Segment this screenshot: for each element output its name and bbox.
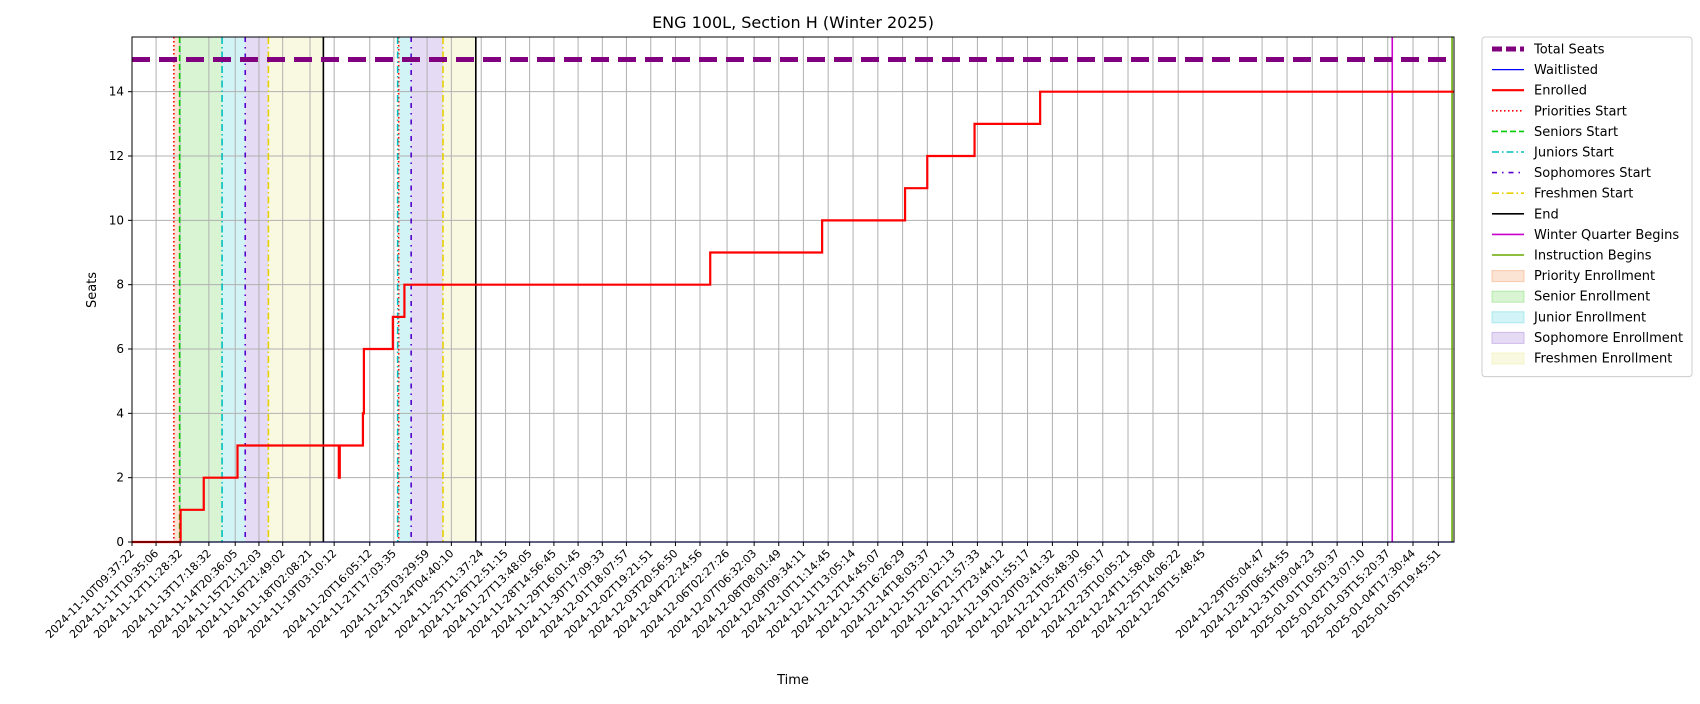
span-freshmen-enrollment bbox=[268, 37, 324, 542]
y-tick-label: 6 bbox=[116, 342, 124, 356]
chart-title: ENG 100L, Section H (Winter 2025) bbox=[652, 13, 934, 32]
legend-label: Waitlisted bbox=[1534, 63, 1598, 78]
y-tick-label: 10 bbox=[109, 213, 124, 227]
legend-label: Priority Enrollment bbox=[1534, 269, 1655, 284]
span-sophomore-enrollment bbox=[245, 37, 269, 542]
series-lines bbox=[132, 57, 1454, 544]
legend-label: Total Seats bbox=[1533, 43, 1605, 58]
span-junior-enrollment bbox=[222, 37, 246, 542]
legend-label: Seniors Start bbox=[1534, 125, 1618, 140]
legend-label: Instruction Begins bbox=[1534, 249, 1652, 264]
y-tick-label: 14 bbox=[109, 85, 124, 99]
legend-label: Priorities Start bbox=[1534, 104, 1627, 119]
y-tick-label: 12 bbox=[109, 149, 124, 163]
x-axis-label: Time bbox=[776, 673, 809, 688]
legend: Total Seats Waitlisted Enrolled Priorities … bbox=[1481, 36, 1693, 378]
legend-label: Sophomores Start bbox=[1534, 166, 1651, 181]
legend-label: End bbox=[1534, 207, 1559, 222]
legend-label: Enrolled bbox=[1534, 84, 1587, 99]
legend-label: Juniors Start bbox=[1533, 146, 1614, 161]
y-tick-label: 0 bbox=[116, 535, 124, 549]
span-priority-enrollment bbox=[173, 37, 180, 542]
legend-swatch bbox=[1491, 290, 1525, 303]
legend-label: Senior Enrollment bbox=[1534, 290, 1650, 305]
legend-label: Winter Quarter Begins bbox=[1534, 228, 1679, 243]
legend-label: Junior Enrollment bbox=[1533, 310, 1646, 325]
legend-label: Freshmen Enrollment bbox=[1534, 352, 1672, 367]
legend-swatch bbox=[1491, 270, 1525, 283]
grid bbox=[131, 37, 1454, 543]
y-tick-label: 4 bbox=[116, 406, 124, 420]
event-lines bbox=[173, 37, 1453, 542]
legend-swatch bbox=[1491, 311, 1525, 324]
span-senior-enrollment bbox=[179, 37, 223, 542]
y-tick-label: 8 bbox=[116, 278, 124, 292]
legend-label: Sophomore Enrollment bbox=[1534, 331, 1683, 346]
span-freshmen-enrollment bbox=[442, 37, 476, 542]
y-tick-label: 2 bbox=[116, 471, 124, 485]
legend-swatch bbox=[1491, 331, 1525, 344]
enrollment-spans bbox=[173, 37, 476, 542]
y-axis-label: Seats bbox=[85, 272, 100, 308]
legend-box bbox=[1481, 36, 1693, 378]
series-enrolled bbox=[132, 90, 1454, 544]
legend-swatch bbox=[1491, 352, 1525, 365]
plot-frame bbox=[131, 36, 1455, 543]
legend-label: Freshmen Start bbox=[1534, 187, 1633, 202]
